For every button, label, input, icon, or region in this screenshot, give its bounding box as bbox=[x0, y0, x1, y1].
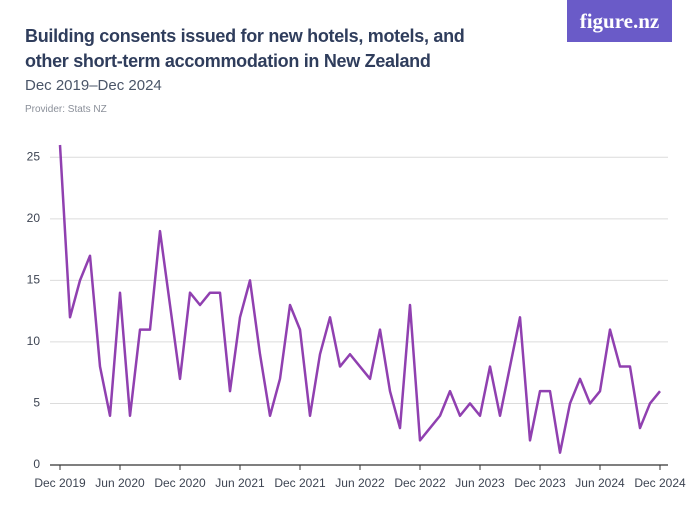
x-tick-label: Jun 2020 bbox=[95, 476, 145, 490]
header: Building consents issued for new hotels,… bbox=[25, 24, 505, 115]
y-tick-label: 20 bbox=[27, 211, 41, 225]
data-line bbox=[58, 144, 661, 454]
x-tick-label: Dec 2022 bbox=[394, 476, 446, 490]
x-tick-label: Dec 2024 bbox=[634, 476, 686, 490]
x-tick-label: Jun 2023 bbox=[455, 476, 505, 490]
x-tick-label: Jun 2024 bbox=[575, 476, 625, 490]
chart-subtitle: Dec 2019–Dec 2024 bbox=[25, 77, 162, 94]
y-tick-label: 10 bbox=[27, 334, 41, 348]
x-tick-label: Dec 2023 bbox=[514, 476, 566, 490]
x-tick-label: Jun 2022 bbox=[335, 476, 385, 490]
y-tick-label: 5 bbox=[33, 396, 40, 410]
logo[interactable]: figure.nz bbox=[567, 0, 672, 42]
x-tick-label: Dec 2019 bbox=[34, 476, 86, 490]
x-tick-label: Jun 2021 bbox=[215, 476, 265, 490]
provider: Provider: Stats NZ bbox=[25, 104, 107, 115]
x-tick-label: Dec 2020 bbox=[154, 476, 206, 490]
chart-title: Building consents issued for new hotels,… bbox=[25, 26, 465, 71]
y-tick-label: 15 bbox=[27, 273, 41, 287]
y-tick-label: 0 bbox=[33, 457, 40, 471]
x-tick-label: Dec 2021 bbox=[274, 476, 326, 490]
y-tick-label: 25 bbox=[27, 149, 41, 163]
